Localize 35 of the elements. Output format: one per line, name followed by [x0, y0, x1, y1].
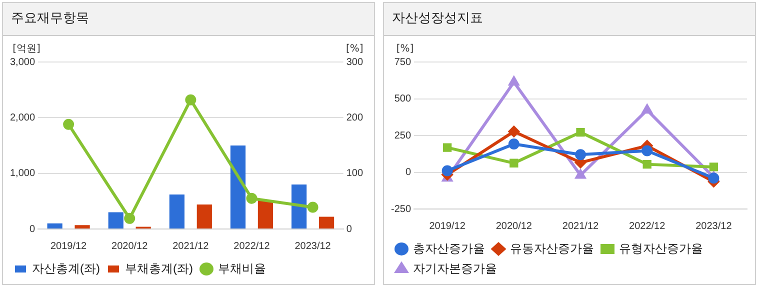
x-tick-label: 2019/12	[50, 240, 88, 252]
legend-label: 총자산증가율	[413, 241, 485, 256]
x-tick-label: 2023/12	[696, 220, 732, 232]
legend-label: 부채비율	[218, 261, 266, 276]
x-tick-label: 2023/12	[294, 240, 332, 252]
y-axis-title: [억원]	[12, 44, 41, 55]
y-tick-label: 500	[394, 94, 412, 104]
legend-label: 유동자산증가율	[510, 241, 594, 256]
y-tick-label: 2,000	[10, 112, 36, 124]
legend-label: 유형자산증가율	[619, 241, 703, 256]
y-axis-title: [%]	[396, 44, 414, 55]
y-tick-label: 750	[394, 56, 412, 68]
y2-tick-label: 0	[346, 224, 352, 235]
y2-axis-title: [%]	[346, 44, 364, 55]
x-tick-label: 2022/12	[234, 240, 270, 252]
y-tick-label: 0	[29, 224, 36, 235]
y-tick-label: 3,000	[10, 56, 36, 68]
x-tick-label: 2020/12	[496, 220, 532, 232]
chart-title: 자산성장성지표	[384, 3, 755, 36]
y-tick-label: 0	[405, 167, 412, 178]
x-tick-label: 2021/12	[562, 220, 600, 232]
x-tick-label: 2020/12	[112, 240, 148, 252]
x-tick-label: 2021/12	[172, 240, 210, 252]
y-tick-label: 1,000	[10, 168, 36, 180]
legend-label: 부채총계(좌)	[124, 261, 193, 276]
y2-tick-label: 200	[346, 112, 364, 124]
y-tick-label: -250	[391, 204, 412, 215]
y2-tick-label: 100	[346, 168, 364, 180]
x-tick-label: 2019/12	[429, 220, 466, 232]
x-tick-label: 2022/12	[629, 220, 666, 232]
legend-label: 자기자본증가율	[413, 261, 497, 276]
chart-title: 주요재무항목	[3, 3, 374, 36]
y2-tick-label: 300	[346, 56, 364, 68]
y-tick-label: 250	[394, 130, 412, 142]
legend-label: 자산총계(좌)	[32, 261, 100, 276]
